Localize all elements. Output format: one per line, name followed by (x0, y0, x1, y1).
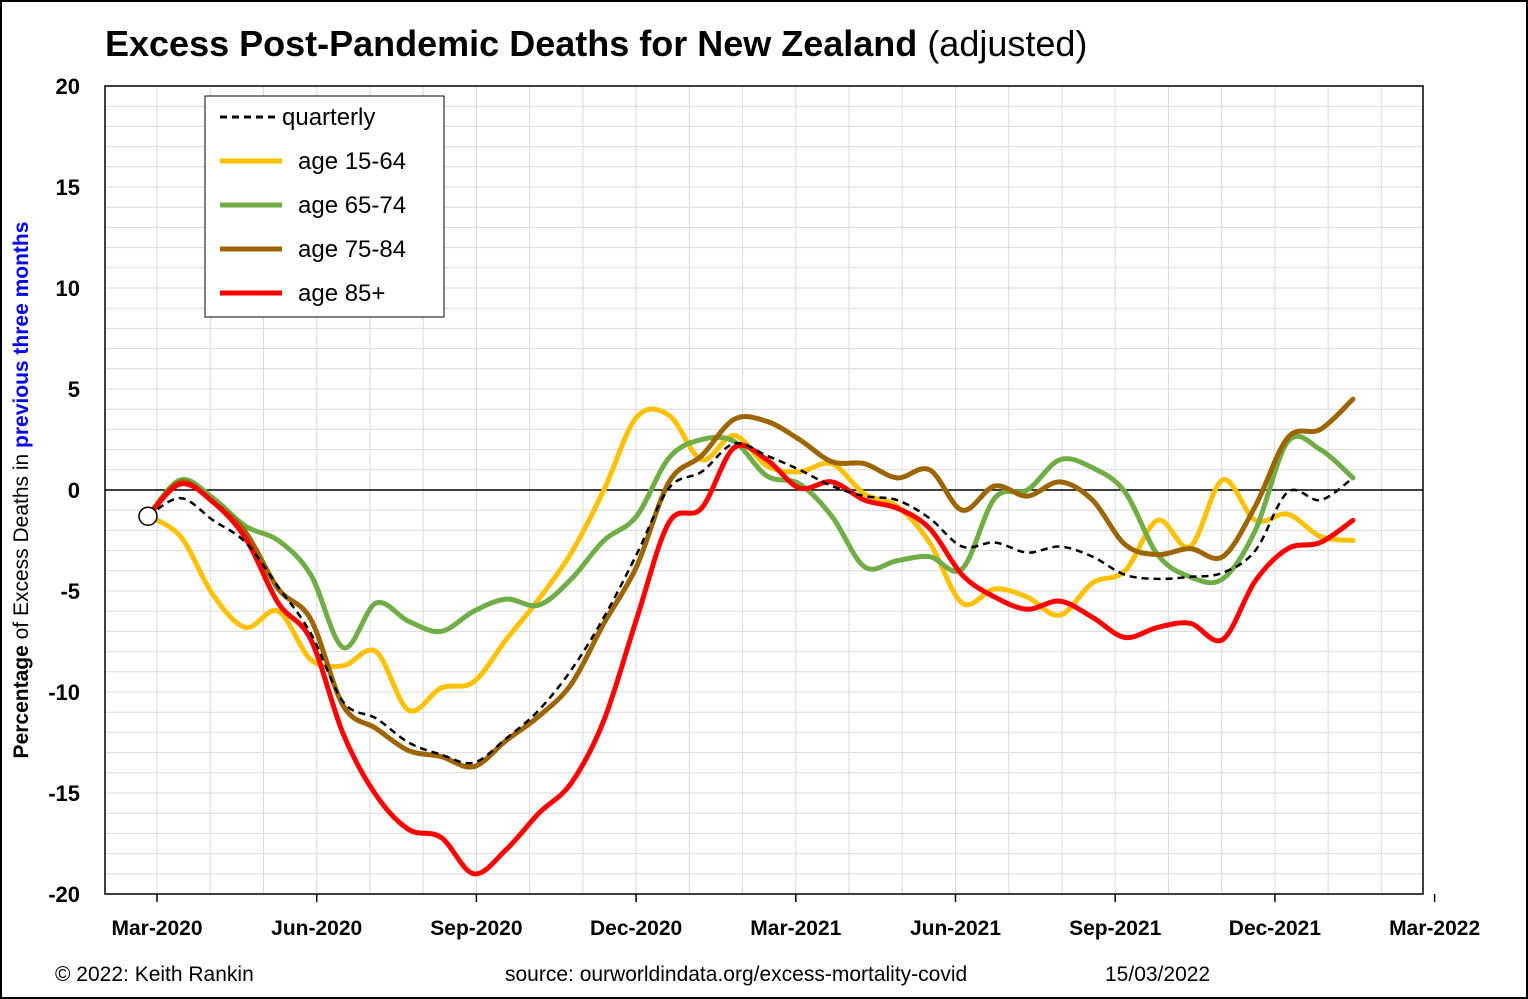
chart-title: Excess Post-Pandemic Deaths for New Zeal… (105, 23, 1087, 64)
y-tick-label: -5 (60, 579, 80, 604)
start-marker (138, 506, 158, 527)
series-lines (145, 396, 1356, 877)
footer-date: 15/03/2022 (1105, 963, 1210, 986)
y-tick-label: 10 (56, 276, 80, 301)
legend-label: age 15-64 (298, 148, 406, 175)
ylabel-part-2: of Excess Deaths in (10, 448, 33, 645)
y-tick-label: -20 (48, 882, 80, 907)
x-tick-label: Jun-2020 (271, 917, 362, 940)
series-line-quarterly (147, 441, 1354, 765)
x-tick-label: Mar-2022 (1389, 917, 1480, 940)
y-axis-ticks: 20 15 10 5 0 -5 -10 -15 -20 (48, 74, 80, 907)
y-tick-label: -10 (48, 680, 80, 705)
x-tick-label: Mar-2021 (750, 917, 841, 940)
y-tick-label: 15 (56, 175, 80, 200)
legend: quarterly age 15-64 age 65-74 age 75-84 age … (204, 95, 445, 318)
series-line-age-75-84 (145, 396, 1356, 770)
y-axis-label: Percentage of Excess Deaths in previous … (10, 222, 33, 759)
series-line-age-65-74 (145, 433, 1356, 651)
legend-label: age 75-84 (298, 236, 406, 263)
legend-label: age 65-74 (298, 192, 406, 219)
footer-source: source: ourworldindata.org/excess-mortal… (505, 963, 967, 986)
x-tick-label: Dec-2020 (590, 917, 682, 940)
x-tick-label: Sep-2020 (430, 917, 522, 940)
x-tick-label: Mar-2020 (111, 917, 202, 940)
series-line-age-85 (145, 442, 1356, 877)
y-tick-label: 0 (68, 478, 80, 503)
footer-copyright: © 2022: Keith Rankin (55, 963, 254, 986)
x-axis-ticks: Mar-2020 Jun-2020 Sep-2020 Dec-2020 Mar-2021… (111, 894, 1480, 940)
y-tick-label: -15 (48, 781, 80, 806)
ylabel-part-3: previous three months (10, 222, 33, 448)
x-tick-label: Jun-2021 (910, 917, 1001, 940)
title-suffix: (adjusted) (927, 23, 1087, 64)
ylabel-part-1: Percentage (10, 645, 33, 758)
y-tick-label: 5 (68, 377, 80, 402)
legend-label: age 85+ (298, 280, 385, 307)
legend-label: quarterly (282, 104, 375, 131)
x-tick-label: Dec-2021 (1229, 917, 1322, 940)
y-tick-label: 20 (56, 74, 80, 99)
title-main: Excess Post-Pandemic Deaths for New Zeal… (105, 23, 917, 64)
x-tick-label: Sep-2021 (1069, 917, 1162, 940)
